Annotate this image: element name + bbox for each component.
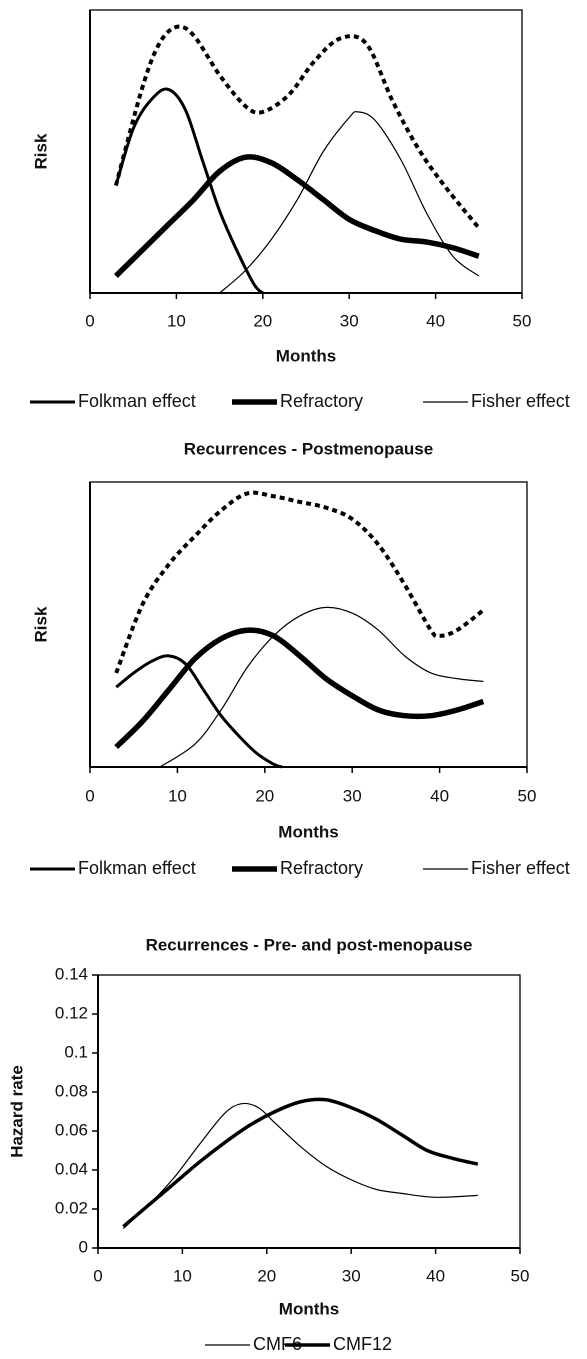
x-tick-label: 10 [173, 1266, 192, 1285]
x-tick-label: 40 [426, 1266, 445, 1285]
series-line [113, 154, 480, 278]
legend-label: Fisher effect [471, 391, 570, 411]
y-axis-label: Risk [31, 606, 50, 642]
series-line [122, 1102, 478, 1229]
plot-frame [97, 974, 521, 1249]
series-line [122, 1097, 479, 1228]
legend-label: Folkman effect [78, 858, 196, 878]
chart-title: Recurrences - Pre- and post-menopause [146, 935, 473, 954]
x-tick-label: 0 [93, 1266, 102, 1285]
legend-label: CMF12 [333, 1334, 392, 1354]
series-line [114, 627, 485, 750]
x-tick-label: 0 [85, 311, 94, 330]
x-tick-label: 10 [168, 786, 187, 805]
x-tick-label: 50 [518, 786, 537, 805]
x-tick-label: 20 [253, 311, 272, 330]
x-tick-label: 50 [513, 311, 532, 330]
x-tick-label: 30 [343, 786, 362, 805]
y-tick-label: 0.02 [55, 1198, 88, 1217]
x-tick-label: 20 [257, 1266, 276, 1285]
x-tick-label: 20 [255, 786, 274, 805]
x-tick-label: 50 [511, 1266, 530, 1285]
series-line [113, 24, 481, 230]
plot-frame [89, 481, 528, 768]
legend-label: Folkman effect [78, 391, 196, 411]
legend-label: Refractory [280, 391, 363, 411]
legend-label: Fisher effect [471, 858, 570, 878]
legend-label: CMF6 [253, 1334, 302, 1354]
y-tick-label: 0.14 [55, 964, 88, 983]
x-tick-label: 40 [430, 786, 449, 805]
x-axis-label: Months [278, 822, 338, 841]
x-tick-label: 0 [85, 786, 94, 805]
y-tick-label: 0.1 [64, 1042, 88, 1061]
x-tick-label: 10 [167, 311, 186, 330]
legend-label: Refractory [280, 858, 363, 878]
y-tick-label: 0.04 [55, 1159, 88, 1178]
series-line [159, 606, 484, 768]
y-axis-label: Risk [31, 133, 50, 169]
y-tick-label: 0.08 [55, 1081, 88, 1100]
series-line [219, 111, 480, 294]
y-tick-label: 0.12 [55, 1003, 88, 1022]
y-axis-label: Hazard rate [7, 1065, 26, 1158]
series-line [114, 87, 264, 295]
chart-title: Recurrences - Postmenopause [184, 439, 433, 458]
y-tick-label: 0.06 [55, 1120, 88, 1139]
y-tick-label: 0 [79, 1237, 88, 1256]
x-tick-label: 30 [340, 311, 359, 330]
x-axis-label: Months [279, 1299, 339, 1318]
x-tick-label: 30 [342, 1266, 361, 1285]
x-axis-label: Months [276, 346, 336, 365]
series-line [115, 654, 283, 769]
x-tick-label: 40 [426, 311, 445, 330]
series-line [114, 490, 485, 674]
